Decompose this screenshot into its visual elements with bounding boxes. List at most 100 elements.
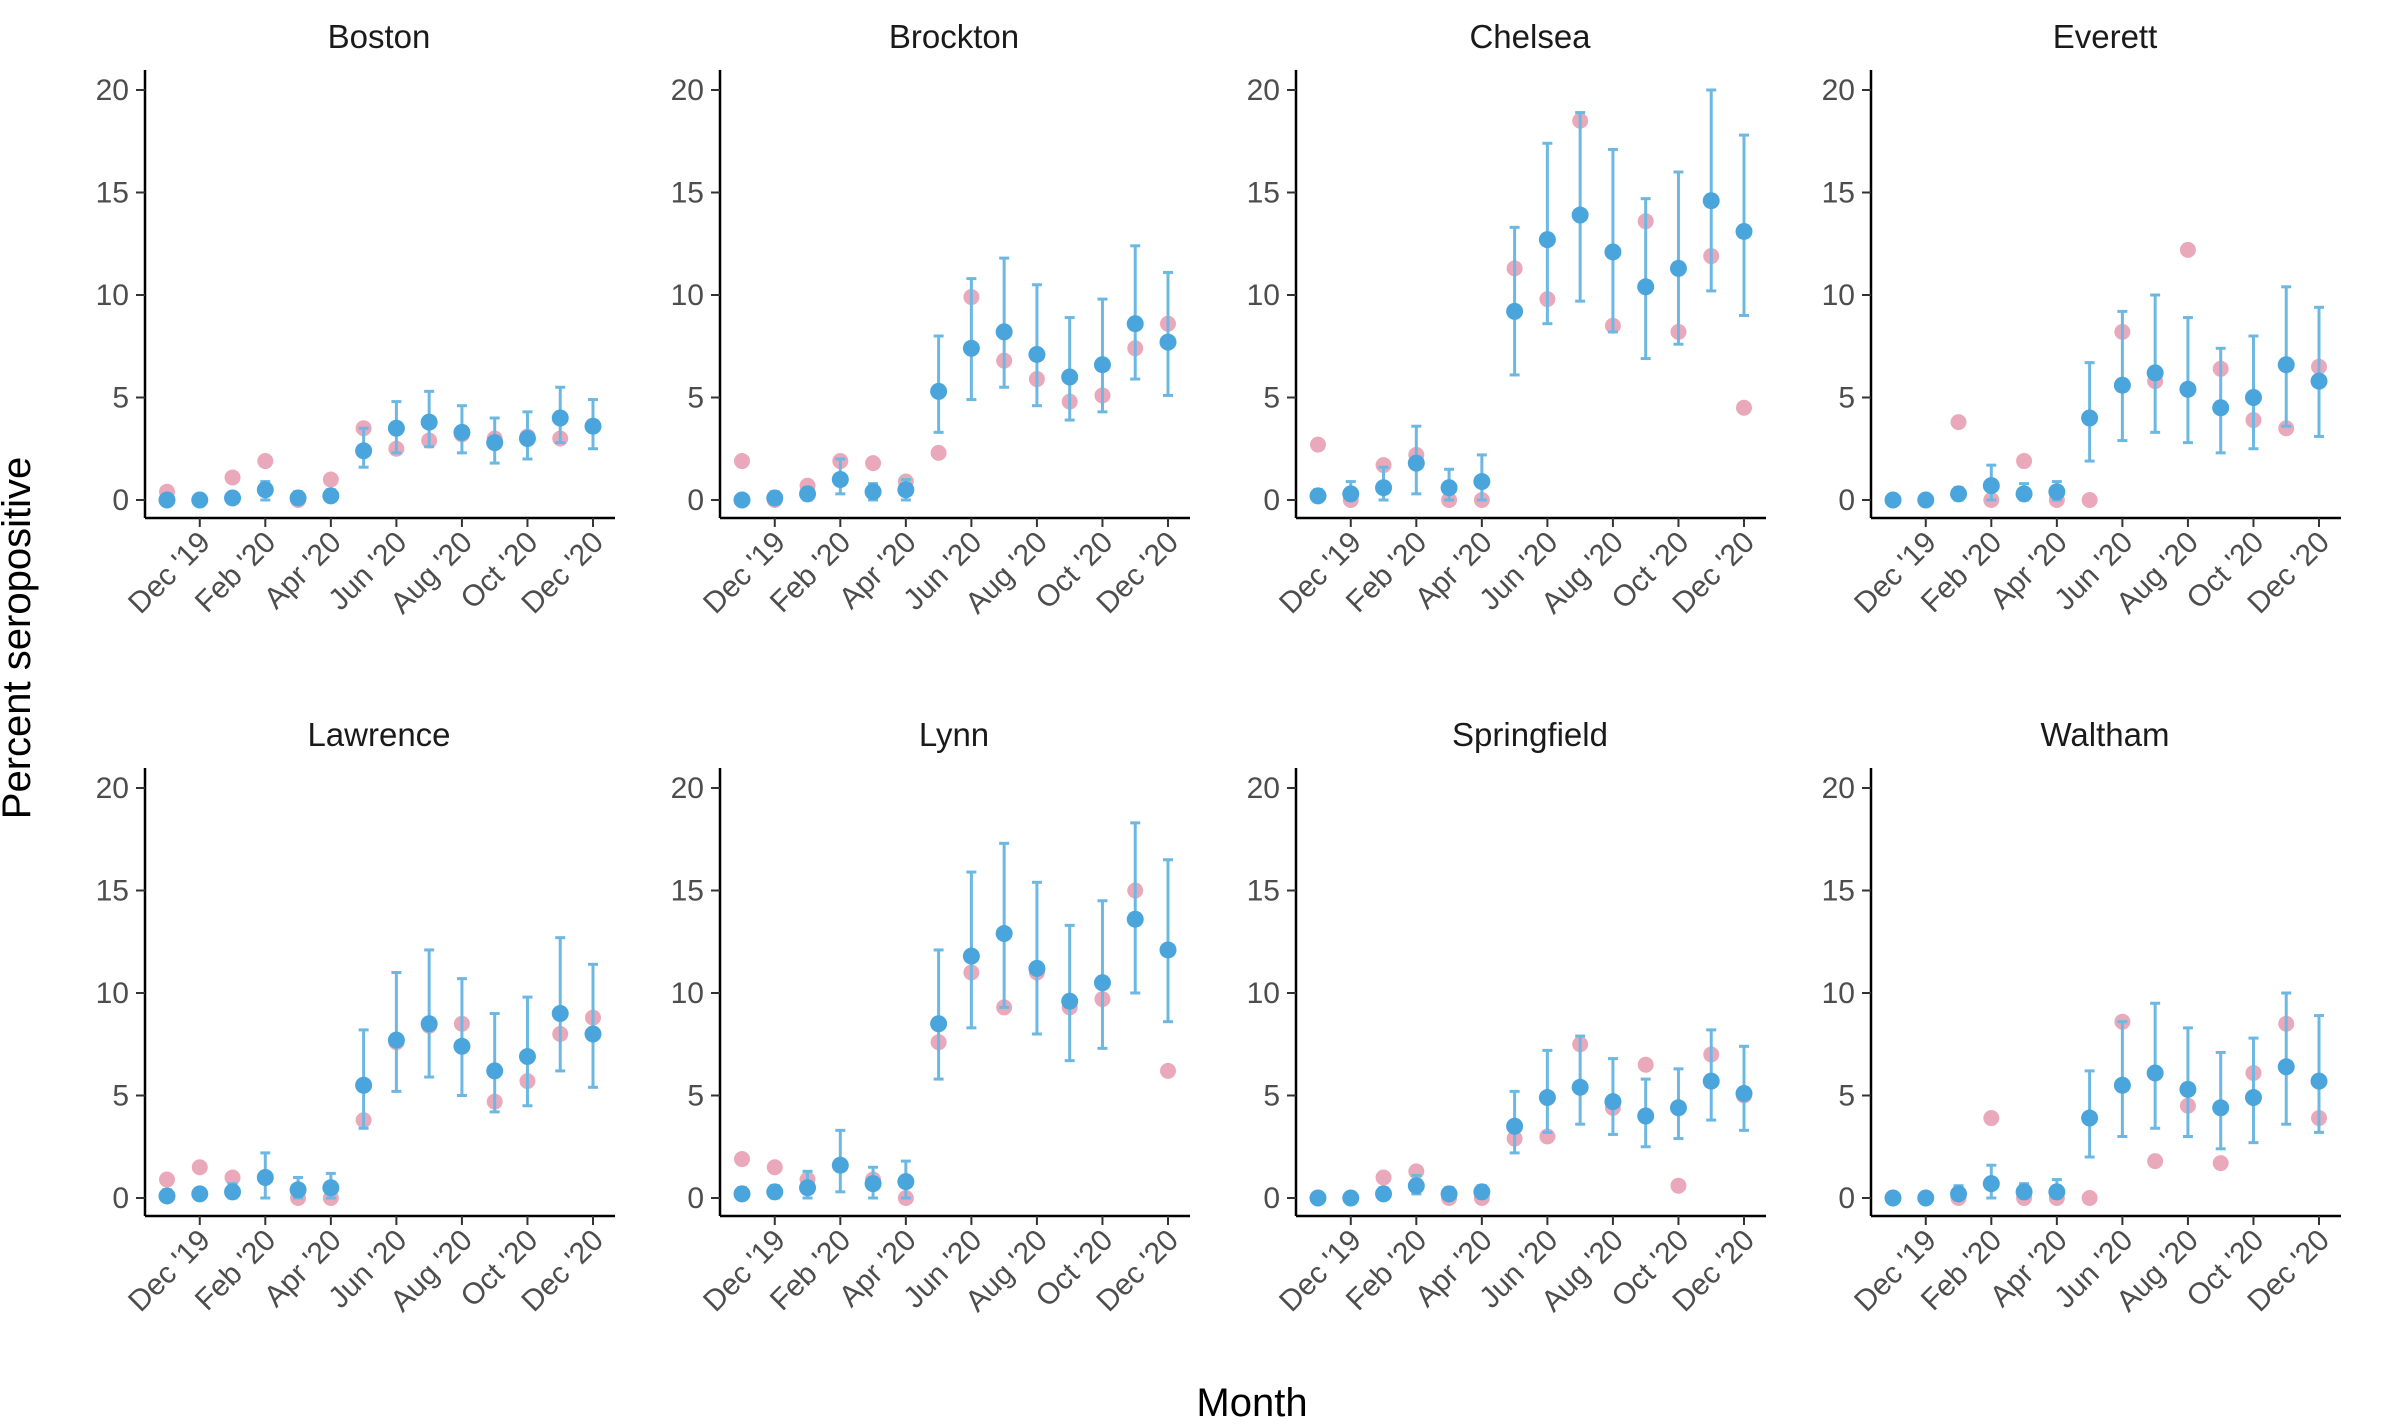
observed-point — [2212, 1155, 2229, 1172]
y-axis-title: Percent seropositive — [0, 457, 39, 819]
observed-point — [1637, 1056, 1654, 1073]
estimate-point — [1735, 222, 1753, 240]
estimate-point — [1159, 333, 1177, 351]
y-tick-label: 10 — [96, 279, 129, 312]
estimate-point — [1407, 1177, 1425, 1195]
observed-point — [1983, 1110, 2000, 1127]
y-tick-label: 10 — [1822, 279, 1855, 312]
estimate-point — [486, 434, 504, 452]
observed-point — [766, 1159, 783, 1176]
y-tick-label: 15 — [1247, 875, 1280, 908]
y-tick-label: 15 — [1247, 177, 1280, 210]
estimate-point — [289, 1181, 307, 1199]
y-tick-label: 10 — [671, 279, 704, 312]
estimate-point — [158, 491, 176, 509]
estimate-point — [2146, 364, 2164, 382]
y-tick-label: 15 — [671, 875, 704, 908]
estimate-point — [2081, 1109, 2099, 1127]
y-tick-label: 15 — [96, 177, 129, 210]
facet-title: Everett — [2053, 18, 2158, 55]
estimate-point — [551, 1005, 569, 1022]
estimate-point — [453, 423, 471, 441]
estimate-point — [1571, 206, 1589, 224]
estimate-point — [224, 489, 242, 507]
estimate-point — [2212, 1099, 2230, 1117]
observed-point — [1375, 457, 1392, 474]
y-tick-label: 15 — [1822, 875, 1855, 908]
estimate-point — [930, 1015, 948, 1033]
estimate-point — [1982, 1175, 2000, 1193]
estimate-point — [322, 1179, 340, 1197]
facet-title: Springfield — [1452, 716, 1608, 753]
y-tick-label: 20 — [671, 74, 704, 107]
observed-point — [2147, 1153, 2164, 1170]
estimate-point — [799, 485, 817, 503]
y-tick-label: 0 — [1263, 1182, 1280, 1215]
estimate-point — [897, 1173, 915, 1191]
estimate-point — [289, 489, 307, 507]
estimate-point — [1506, 1117, 1524, 1135]
estimate-point — [1884, 1189, 1902, 1207]
estimate-point — [766, 1183, 784, 1201]
x-axis-title: Month — [1196, 1381, 1307, 1425]
estimate-point — [2113, 1076, 2131, 1094]
estimate-point — [2113, 376, 2131, 394]
y-tick-label: 20 — [1822, 772, 1855, 805]
observed-point — [1160, 1062, 1176, 1079]
y-tick-label: 20 — [671, 772, 704, 805]
estimate-point — [2179, 380, 2197, 398]
estimate-point — [831, 471, 849, 488]
estimate-point — [1061, 368, 1079, 386]
observed-point — [2016, 453, 2033, 470]
estimate-point — [766, 489, 784, 507]
estimate-point — [2015, 1183, 2033, 1201]
estimate-point — [1604, 1093, 1622, 1111]
y-tick-label: 20 — [96, 74, 129, 107]
y-tick-label: 5 — [1263, 382, 1280, 415]
estimate-point — [733, 1185, 751, 1203]
estimate-point — [1093, 974, 1111, 992]
observed-point — [734, 1151, 750, 1168]
estimate-point — [1407, 454, 1425, 472]
observed-point — [191, 1159, 208, 1176]
y-tick-label: 20 — [1822, 74, 1855, 107]
estimate-point — [1473, 1183, 1491, 1201]
estimate-point — [1126, 910, 1144, 928]
estimate-point — [2146, 1064, 2164, 1082]
y-tick-label: 20 — [1247, 772, 1280, 805]
y-tick-label: 10 — [1247, 279, 1280, 312]
y-tick-label: 5 — [112, 382, 129, 415]
estimate-point — [1309, 1189, 1327, 1207]
estimate-point — [355, 1076, 373, 1094]
estimate-point — [2244, 389, 2262, 406]
y-tick-label: 15 — [1822, 177, 1855, 210]
estimate-point — [2081, 409, 2099, 427]
estimate-point — [1950, 1185, 1968, 1203]
estimate-point — [1538, 1089, 1556, 1107]
y-tick-label: 5 — [112, 1080, 129, 1113]
estimate-point — [962, 339, 980, 357]
y-tick-label: 5 — [687, 1080, 704, 1113]
observed-point — [2278, 420, 2295, 437]
estimate-point — [1506, 302, 1524, 320]
y-tick-label: 0 — [1838, 1182, 1855, 1215]
estimate-point — [387, 419, 405, 437]
estimate-point — [518, 1048, 536, 1066]
estimate-point — [584, 1025, 602, 1043]
estimate-point — [1950, 485, 1968, 503]
facet-title: Lynn — [919, 716, 989, 753]
y-tick-label: 0 — [1263, 484, 1280, 517]
estimate-point — [1637, 278, 1655, 296]
observed-point — [322, 471, 339, 488]
y-tick-label: 5 — [1263, 1080, 1280, 1113]
observed-point — [2081, 1190, 2098, 1206]
estimate-point — [2277, 1058, 2295, 1076]
estimate-point — [995, 925, 1013, 943]
estimate-point — [2015, 485, 2033, 503]
estimate-point — [1126, 315, 1144, 333]
estimate-point — [1917, 491, 1935, 509]
y-tick-label: 15 — [671, 177, 704, 210]
